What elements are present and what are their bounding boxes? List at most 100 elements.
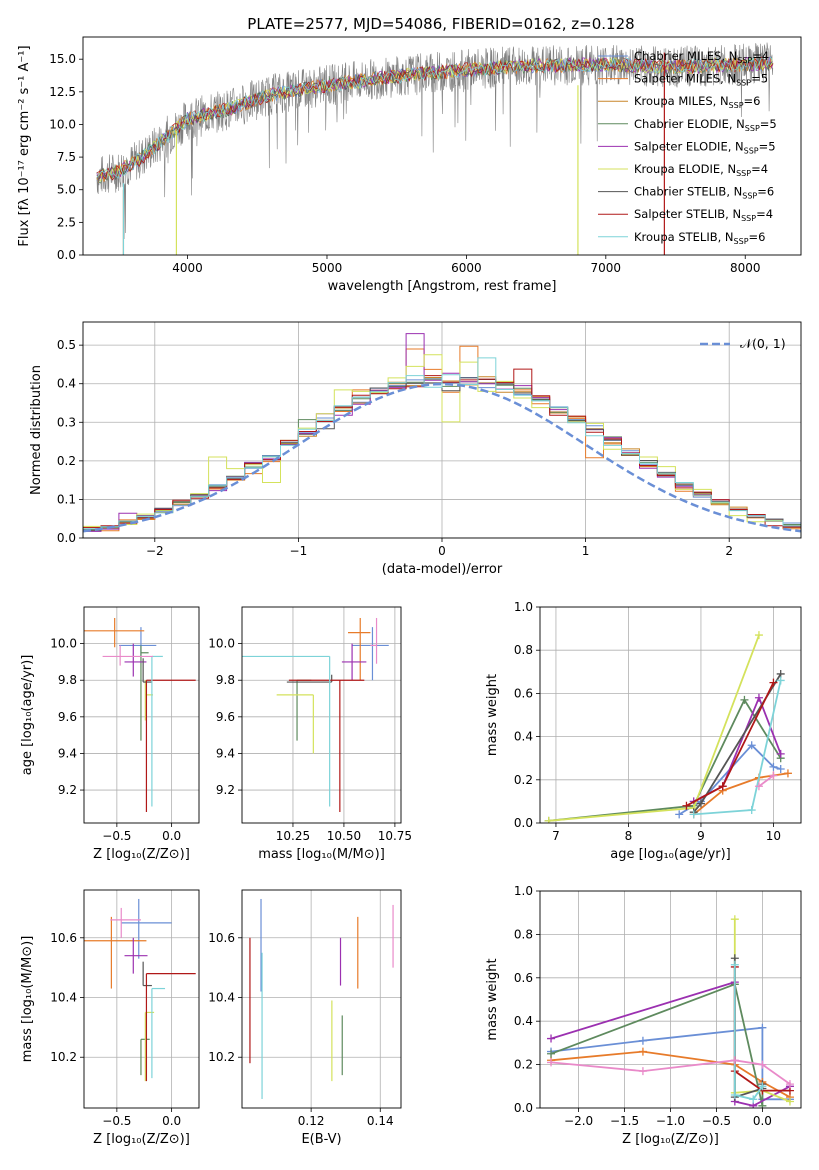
axes-frame [241,606,402,824]
mass-vs-metallicity-panel: −0.5 0.0 10.2 10.4 10.6 Z [log₁₀(Z/Z⊙)] mass [… [20,889,200,1147]
x-axis-label: Z [log₁₀(Z/Z⊙)] [93,1132,190,1147]
weight-marker [682,801,691,810]
y-tick-label: 0.1 [57,492,76,506]
x-axis-label: wavelength [Angstrom, rest frame] [328,279,557,294]
y-tick-label: 9.4 [58,746,77,760]
y-tick-label: 10.0 [49,117,76,131]
legend-count: =6 [757,185,774,199]
normal-curve [83,382,801,533]
weight-marker [638,1067,647,1076]
plot-area [84,890,199,1108]
legend-subscript: SSP [734,237,749,246]
x-tick-label: 10.25 [276,829,310,843]
x-tick-label: −2 [146,544,164,558]
x-tick-label: 8 [625,829,633,843]
age-vs-metallicity-panel: −0.5 0.0 9.2 9.4 9.6 9.8 10.0 Z [log₁₀(Z/Z⊙)] ag… [20,606,200,862]
y-tick-label: 0.4 [514,1014,533,1028]
model-spectrum [96,56,773,179]
y-tick-label: 10.6 [50,931,77,945]
model-spectrum [96,55,774,181]
weight-marker [776,765,785,773]
y-axis-label: mass weight [485,958,500,1040]
y-tick-label: 10.0 [208,637,235,651]
weight-marker [769,762,778,771]
x-tick-label: 5000 [312,261,343,275]
plot-area [540,607,801,823]
plot-area [242,890,401,1108]
x-tick-label: 0.0 [753,1114,772,1128]
axes-frame [83,606,200,824]
legend-subscript: SSP [745,124,760,133]
weight-series [548,698,782,822]
axes-frame [83,889,200,1109]
legend-count: =5 [751,72,768,86]
mass-weight-vs-metallicity-panel: −2.0 −1.5 −1.0 −0.5 0.0 0.0 0.2 0.4 0.6 0.8 1.0 Z [… [485,884,802,1147]
weight-marker [730,1056,739,1065]
mass-vs-ebv-panel: 0.12 0.14 10.2 10.4 10.6 E(B-V) [208,889,402,1147]
y-tick-label: 10.4 [208,991,235,1005]
legend-subscript: SSP [742,192,757,201]
legend-subscript: SSP [736,169,751,178]
x-axis-label: Z [log₁₀(Z/Z⊙)] [93,847,190,862]
weight-marker [785,1097,794,1106]
y-tick-label: 10.2 [208,1050,235,1064]
y-tick-label: 0.2 [514,1058,533,1072]
y-tick-label: 0.0 [57,531,76,545]
legend-count: =6 [749,230,766,244]
legend-subscript: SSP [736,79,751,88]
legend-label: Salpeter MILES, NSSP=5 [634,72,768,88]
legend-count: =6 [744,94,761,108]
y-axis-label: age [log₁₀(age/yr)] [20,655,35,776]
x-axis-label: (data-model)/error [382,562,503,577]
x-tick-label: −2.0 [564,1114,593,1128]
x-tick-label: 8000 [730,261,761,275]
weight-marker [785,1080,794,1089]
axes-frame [82,321,802,539]
y-tick-label: 10.2 [50,1050,77,1064]
x-tick-label: −1.0 [656,1114,685,1128]
legend-count: =4 [751,162,768,176]
plot-area [242,607,401,823]
x-tick-label: 4000 [172,261,203,275]
legend-subscript: SSP [729,101,744,110]
x-tick-label: 6000 [451,261,482,275]
weight-marker [754,693,763,702]
y-axis-label: mass weight [485,674,500,756]
weight-marker [730,1090,739,1099]
mass-weight-vs-age-panel: 7 8 9 10 0.0 0.2 0.4 0.6 0.8 1.0 age [log₁₀(age/yr… [485,600,802,862]
spectrum-panel: 4000 5000 6000 7000 8000 0.0 2.5 5.0 7.5 10.0 12.5… [17,36,802,294]
y-tick-label: 0.6 [514,971,533,985]
x-tick-label: −1 [290,544,308,558]
legend-subscript: SSP [741,214,756,223]
x-tick-label: −1.5 [610,1114,639,1128]
weight-marker [730,915,739,924]
weight-marker [783,769,792,778]
y-tick-label: 9.2 [216,783,235,797]
y-tick-label: 15.0 [49,52,76,66]
weight-marker [696,799,705,808]
y-axis-label: Flux [fλ 10⁻¹⁷ erg cm⁻² s⁻¹ A⁻¹] [17,45,32,246]
legend-count: =5 [760,117,777,131]
x-tick-label: 9 [697,829,705,843]
axes-frame [241,889,402,1109]
weight-marker [747,806,756,815]
x-tick-label: 10.50 [327,829,361,843]
legend-label: Salpeter ELODIE, NSSP=5 [634,139,776,155]
plot-area [540,891,801,1108]
y-tick-label: 0.4 [514,730,533,744]
legend-subscript: SSP [744,146,759,155]
weight-marker [747,741,756,750]
legend-label: Salpeter STELIB, NSSP=4 [634,207,773,223]
legend-count: =4 [756,207,773,221]
weight-marker [758,1023,767,1032]
legend-label: Chabrier MILES, NSSP=4 [634,49,769,65]
y-tick-label: 0.0 [57,248,76,262]
weight-marker [776,676,785,685]
figure-title: PLATE=2577, MJD=54086, FIBERID=0162, z=0… [247,15,634,33]
legend-label: 𝒩(0, 1) [740,336,786,351]
legend-label: Kroupa STELIB, NSSP=6 [634,230,765,246]
y-tick-label: 10.0 [50,637,77,651]
legend-label: Kroupa ELODIE, NSSP=4 [634,162,768,178]
y-tick-label: 5.0 [57,183,76,197]
